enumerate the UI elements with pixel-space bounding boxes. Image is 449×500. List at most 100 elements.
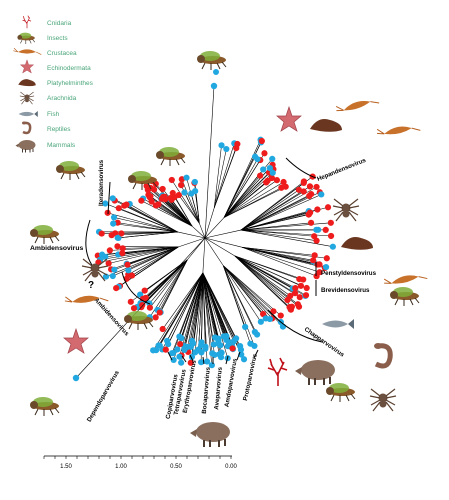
- fly-icon: [123, 310, 154, 331]
- legend-item-echinodermata: Echinodermata: [20, 59, 91, 74]
- tip-marker: [159, 325, 166, 333]
- branch: [223, 187, 282, 218]
- clade-label-amdoparvovirus: Amdoparvovirus: [223, 357, 239, 407]
- branch: [194, 272, 204, 353]
- spider-icon: [332, 198, 360, 222]
- tip-marker: [138, 197, 145, 204]
- tip-marker: [229, 345, 236, 352]
- tip-marker: [183, 174, 190, 181]
- tip-marker: [266, 165, 273, 172]
- branch: [223, 180, 268, 218]
- branch: [128, 246, 179, 275]
- branch: [183, 272, 204, 347]
- tip-marker: [158, 195, 165, 202]
- branch: [178, 194, 200, 224]
- tip-marker: [310, 257, 317, 264]
- legend-item-reptiles: Reptiles: [20, 120, 71, 135]
- tip-marker: [322, 263, 330, 271]
- tip-marker: [167, 195, 174, 202]
- fly-icon: [325, 382, 356, 403]
- clade-label-bocaparvovirus: Bocaparvovirus: [201, 366, 212, 414]
- branch: [223, 139, 261, 218]
- branch: [242, 247, 320, 273]
- tip-marker: [176, 333, 183, 340]
- tip-marker: [303, 284, 310, 292]
- tip-marker: [280, 178, 287, 186]
- branch: [114, 217, 178, 233]
- fly-icon: [389, 286, 420, 307]
- branch: [129, 203, 178, 233]
- tip-marker: [269, 155, 276, 162]
- tip-marker: [296, 294, 303, 301]
- clade-brackets: [85, 157, 323, 365]
- branch: [213, 145, 222, 208]
- tip-marker: [162, 346, 169, 353]
- tip-marker: [175, 191, 182, 199]
- branch: [234, 255, 296, 294]
- tip-marker: [225, 339, 232, 346]
- tip-marker: [306, 183, 314, 190]
- branch: [202, 272, 237, 339]
- branch: [117, 231, 178, 239]
- tip-marker: [153, 347, 160, 354]
- tip-marker: [114, 234, 121, 241]
- branch: [223, 265, 273, 319]
- tip-marker: [108, 232, 115, 239]
- legend-label: Fish: [47, 111, 60, 118]
- branch: [240, 189, 300, 231]
- tip-marker: [223, 145, 230, 153]
- branch: [240, 222, 312, 231]
- branch: [202, 237, 206, 273]
- tip-marker: [197, 359, 205, 366]
- branch: [181, 179, 200, 224]
- scale-tick-label: 1.50: [60, 464, 72, 470]
- tip-marker: [102, 200, 109, 207]
- branch: [159, 259, 188, 313]
- branch: [234, 255, 291, 297]
- tip-marker: [198, 341, 205, 349]
- branch: [171, 179, 200, 224]
- tip-marker: [313, 273, 320, 280]
- tip-marker: [300, 178, 308, 185]
- boar-icon: [294, 359, 336, 386]
- branch: [194, 191, 200, 224]
- branch: [204, 207, 215, 239]
- tip-marker: [322, 226, 329, 233]
- tip-marker: [113, 285, 120, 292]
- tip-marker: [150, 186, 158, 193]
- branch: [178, 237, 206, 248]
- branch: [223, 265, 251, 344]
- tip-marker: [211, 334, 219, 341]
- tip-marker: [306, 192, 313, 200]
- branch: [223, 265, 274, 312]
- tip-marker: [300, 188, 307, 195]
- branch: [202, 272, 216, 338]
- tip-marker: [318, 191, 325, 198]
- branch: [223, 265, 271, 320]
- tip-marker: [119, 250, 126, 257]
- shrimp-icon: [13, 47, 42, 55]
- tip-marker: [295, 186, 303, 193]
- tip-marker: [124, 261, 131, 268]
- tip-marker: [141, 287, 148, 294]
- flatworm-icon: [310, 119, 342, 132]
- branch: [242, 247, 317, 277]
- branch: [234, 255, 290, 308]
- tip-marker: [115, 205, 122, 212]
- branch: [202, 272, 215, 355]
- branch: [107, 212, 178, 233]
- fish-icon: [18, 111, 38, 117]
- tip-marker: [278, 184, 285, 191]
- spider-icon: [369, 388, 397, 412]
- branch: [165, 272, 204, 350]
- shrimp-icon: [382, 268, 428, 290]
- branch: [242, 247, 320, 265]
- legend-item-crustacea: Crustacea: [13, 47, 77, 57]
- branch: [213, 143, 235, 208]
- tip-marker: [297, 282, 305, 289]
- tip-marker: [327, 219, 334, 226]
- tip-marker: [257, 318, 264, 325]
- tip-marker: [187, 359, 194, 366]
- tip-marker: [195, 347, 202, 354]
- branch: [223, 265, 262, 322]
